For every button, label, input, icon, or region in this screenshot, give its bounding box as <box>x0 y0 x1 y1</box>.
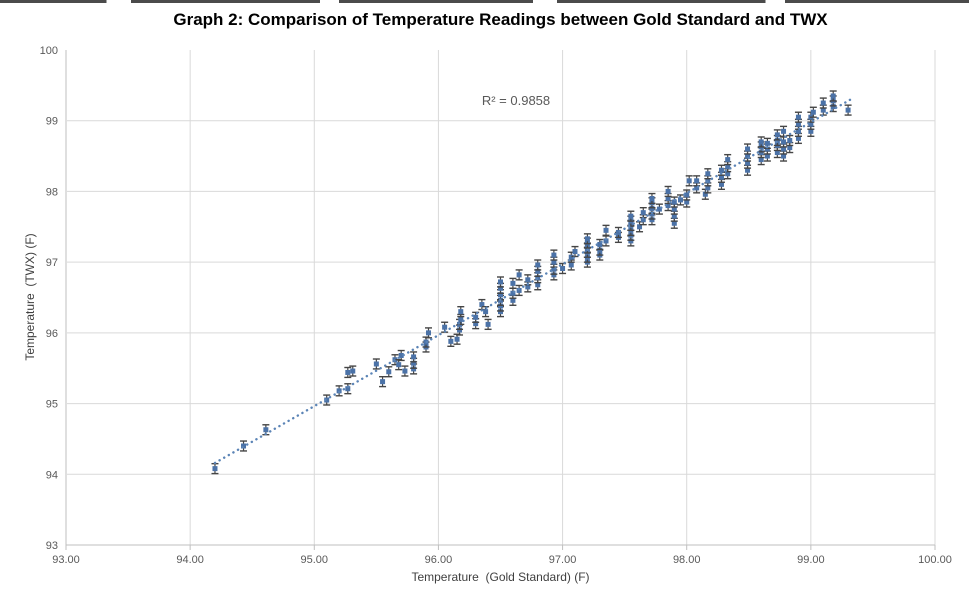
data-point <box>410 351 418 363</box>
x-tick-label: 97.00 <box>549 554 577 566</box>
data-point <box>550 249 558 261</box>
data-point <box>379 376 387 388</box>
data-points <box>211 90 852 475</box>
data-point <box>596 238 604 251</box>
x-tick-label: 94.00 <box>176 554 204 566</box>
data-point <box>571 245 579 258</box>
data-point <box>670 196 678 208</box>
data-point <box>211 462 219 475</box>
data-point <box>401 365 409 377</box>
x-tick-label: 100.00 <box>918 554 952 566</box>
y-tick-label: 94 <box>46 469 58 481</box>
data-point <box>372 358 380 370</box>
data-point <box>664 185 672 198</box>
data-point <box>497 276 504 288</box>
y-tick-label: 96 <box>46 328 58 340</box>
chart-title: Graph 2: Comparison of Temperature Readi… <box>173 10 828 29</box>
data-point <box>786 134 794 147</box>
y-tick-label: 99 <box>46 116 58 128</box>
data-point <box>636 221 644 233</box>
data-point <box>602 235 610 247</box>
data-point <box>515 284 523 297</box>
data-point <box>704 168 712 180</box>
data-point <box>780 125 788 137</box>
x-tick-label: 93.00 <box>52 554 80 566</box>
y-tick-label: 97 <box>46 257 58 269</box>
data-point <box>583 233 591 245</box>
data-point <box>397 349 405 362</box>
x-axis-title: Temperature (Gold Standard) (F) <box>411 570 590 584</box>
r-squared-annotation: R² = 0.9858 <box>481 93 551 108</box>
y-axis-title: Temperature (TWX) (F) <box>23 233 37 361</box>
x-tick-label: 98.00 <box>673 554 701 566</box>
x-tick-label: 96.00 <box>425 554 453 566</box>
x-tick-labels: 93.00 94.00 95.00 96.00 97.00 98.00 99.00 100.0… <box>52 554 952 566</box>
data-point <box>385 366 393 378</box>
x-tick-label: 99.00 <box>797 554 825 566</box>
data-point <box>424 327 432 339</box>
data-point <box>349 365 357 377</box>
data-point <box>744 143 752 155</box>
y-tick-label: 93 <box>46 540 58 552</box>
data-point <box>794 111 802 123</box>
data-point <box>484 318 492 331</box>
data-point <box>478 298 486 311</box>
data-point <box>515 269 523 281</box>
data-point <box>457 305 465 318</box>
top-edge-artifact <box>0 0 969 3</box>
data-point <box>693 175 701 187</box>
y-tick-label: 95 <box>46 399 58 411</box>
data-point <box>819 97 827 109</box>
data-point <box>344 366 352 379</box>
data-point <box>809 106 817 118</box>
data-point <box>344 383 352 395</box>
y-tick-labels: 93 94 95 96 97 98 99 100 <box>40 45 58 552</box>
data-point <box>757 136 765 148</box>
y-tick-label: 100 <box>40 45 58 57</box>
data-point <box>648 192 656 205</box>
y-tick-label: 98 <box>46 186 58 198</box>
data-point <box>829 90 837 102</box>
axis-lines <box>65 50 936 550</box>
data-point <box>447 335 455 347</box>
data-point <box>240 440 248 452</box>
data-point <box>509 287 517 299</box>
data-point <box>323 394 331 406</box>
data-point <box>453 333 461 345</box>
data-point <box>683 189 691 201</box>
trendline <box>213 98 852 465</box>
data-point <box>685 175 693 187</box>
gridlines <box>67 50 936 545</box>
data-point <box>639 206 647 219</box>
data-point <box>602 224 610 236</box>
data-point <box>724 153 732 166</box>
data-point <box>534 259 542 271</box>
data-point <box>614 226 622 239</box>
data-point <box>627 210 635 222</box>
data-point <box>655 203 663 215</box>
data-point <box>773 129 781 141</box>
data-point <box>844 104 852 116</box>
x-tick-label: 95.00 <box>301 554 329 566</box>
data-point <box>509 277 517 290</box>
